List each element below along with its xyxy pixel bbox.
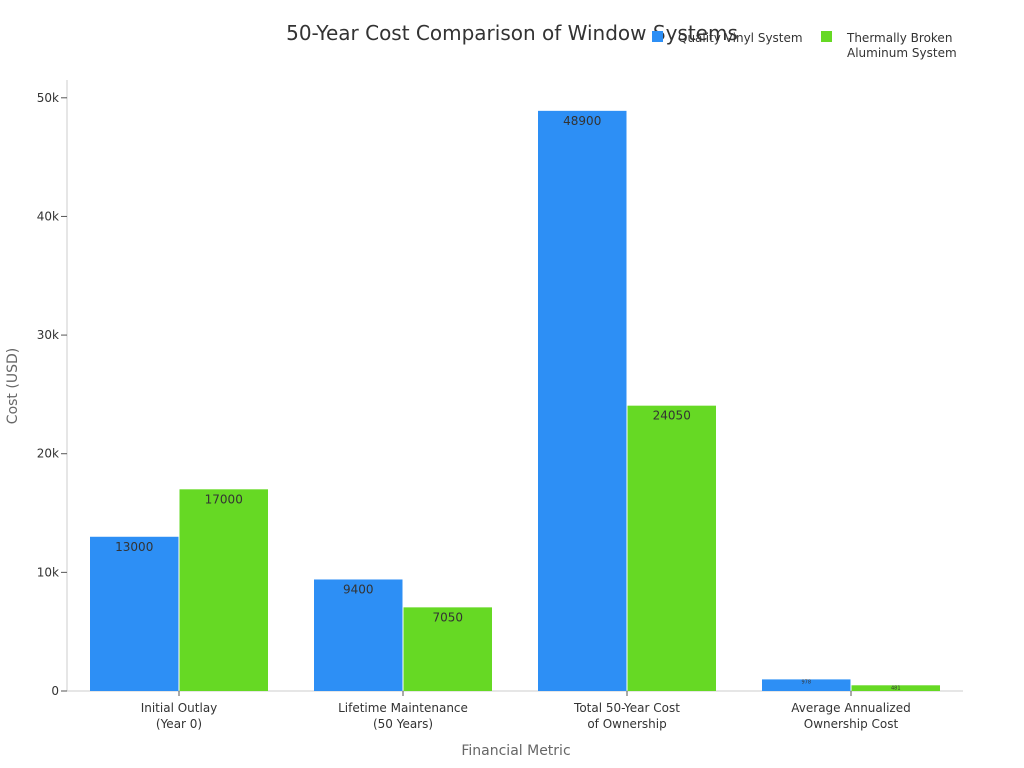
y-tick-label: 10k: [37, 565, 59, 579]
bar-quality-vinyl-system: [90, 536, 179, 691]
y-tick-label: 20k: [37, 447, 59, 461]
x-axis: Initial Outlay (Year 0) Lifetime Maintenan…: [67, 690, 963, 731]
data-label: 7050: [432, 610, 463, 624]
legend-label: Quality Vinyl System: [678, 31, 803, 45]
bar-thermally-broken-aluminum-system: [403, 607, 492, 691]
bar-thermally-broken-aluminum-system: [851, 685, 940, 691]
data-label: 978: [801, 679, 811, 685]
data-label: 9400: [343, 582, 374, 596]
data-label: 481: [891, 685, 901, 691]
bar-thermally-broken-aluminum-system: [179, 489, 268, 691]
bars: [90, 110, 940, 691]
x-tick-label: Lifetime Maintenance (50 Years): [338, 701, 468, 731]
data-label: 24050: [653, 409, 691, 423]
data-label: 48900: [563, 114, 601, 128]
chart-title: 50-Year Cost Comparison of Window System…: [286, 21, 738, 45]
x-tick-label: Average Annualized Ownership Cost: [791, 701, 910, 731]
bar-labels: 13000 17000 9400 7050 48900 24050 978 481: [115, 114, 900, 691]
legend: Quality Vinyl System Thermally Broken Alum…: [652, 31, 957, 60]
y-tick-label: 50k: [37, 91, 59, 105]
y-tick-label: 40k: [37, 209, 59, 223]
bar-thermally-broken-aluminum-system: [627, 405, 716, 691]
x-tick-label: Initial Outlay (Year 0): [141, 701, 218, 731]
y-tick-label: 30k: [37, 328, 59, 342]
y-axis-title: Cost (USD): [5, 348, 21, 424]
bar-quality-vinyl-system: [762, 679, 851, 691]
data-label: 17000: [205, 492, 243, 506]
data-label: 13000: [115, 540, 153, 554]
legend-label: Thermally Broken Aluminum System: [846, 31, 957, 60]
x-tick-label: Total 50-Year Cost of Ownership: [573, 701, 680, 731]
legend-swatch: [821, 31, 832, 42]
bar-quality-vinyl-system: [538, 110, 627, 691]
bar-quality-vinyl-system: [314, 579, 403, 691]
y-axis: 0 10k 20k 30k 40k 50k: [37, 80, 68, 698]
y-tick-label: 0: [51, 684, 59, 698]
x-axis-title: Financial Metric: [461, 743, 570, 759]
legend-swatch: [652, 31, 663, 42]
